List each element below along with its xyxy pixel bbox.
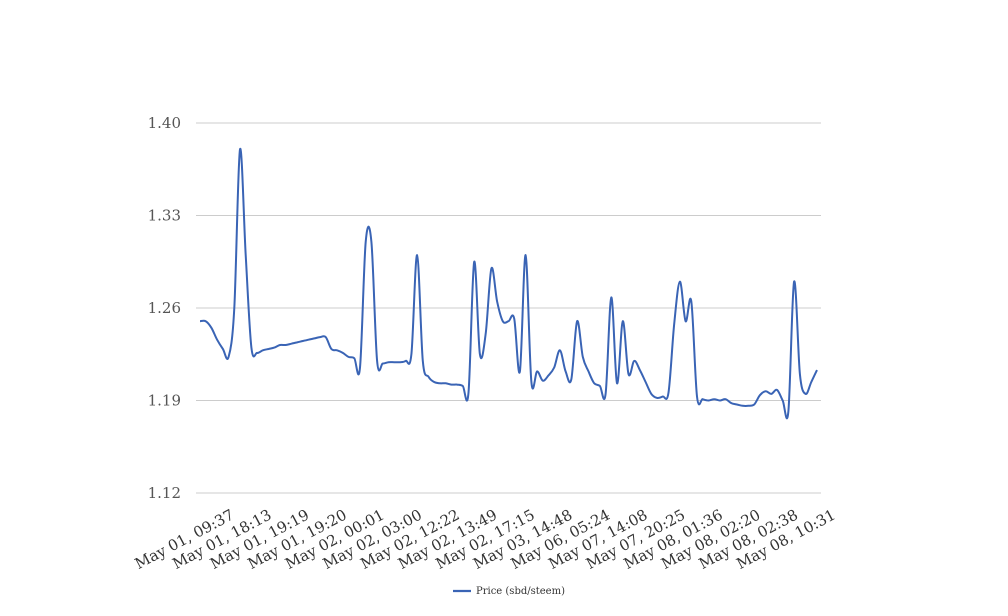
legend-label: Price (sbd/steem): [476, 586, 565, 597]
y-tick-label: 1.33: [148, 207, 181, 225]
y-axis-ticks: 1.12 1.19 1.26 1.33 1.40: [148, 114, 181, 502]
y-tick-label: 1.26: [148, 299, 181, 317]
series-line-price: [199, 148, 818, 420]
gridlines: [196, 122, 821, 494]
series-layer: [199, 148, 818, 420]
y-tick-label: 1.40: [148, 114, 181, 132]
legend[interactable]: Price (sbd/steem): [453, 586, 565, 597]
y-tick-label: 1.12: [148, 484, 181, 502]
y-tick-label: 1.19: [148, 392, 181, 410]
